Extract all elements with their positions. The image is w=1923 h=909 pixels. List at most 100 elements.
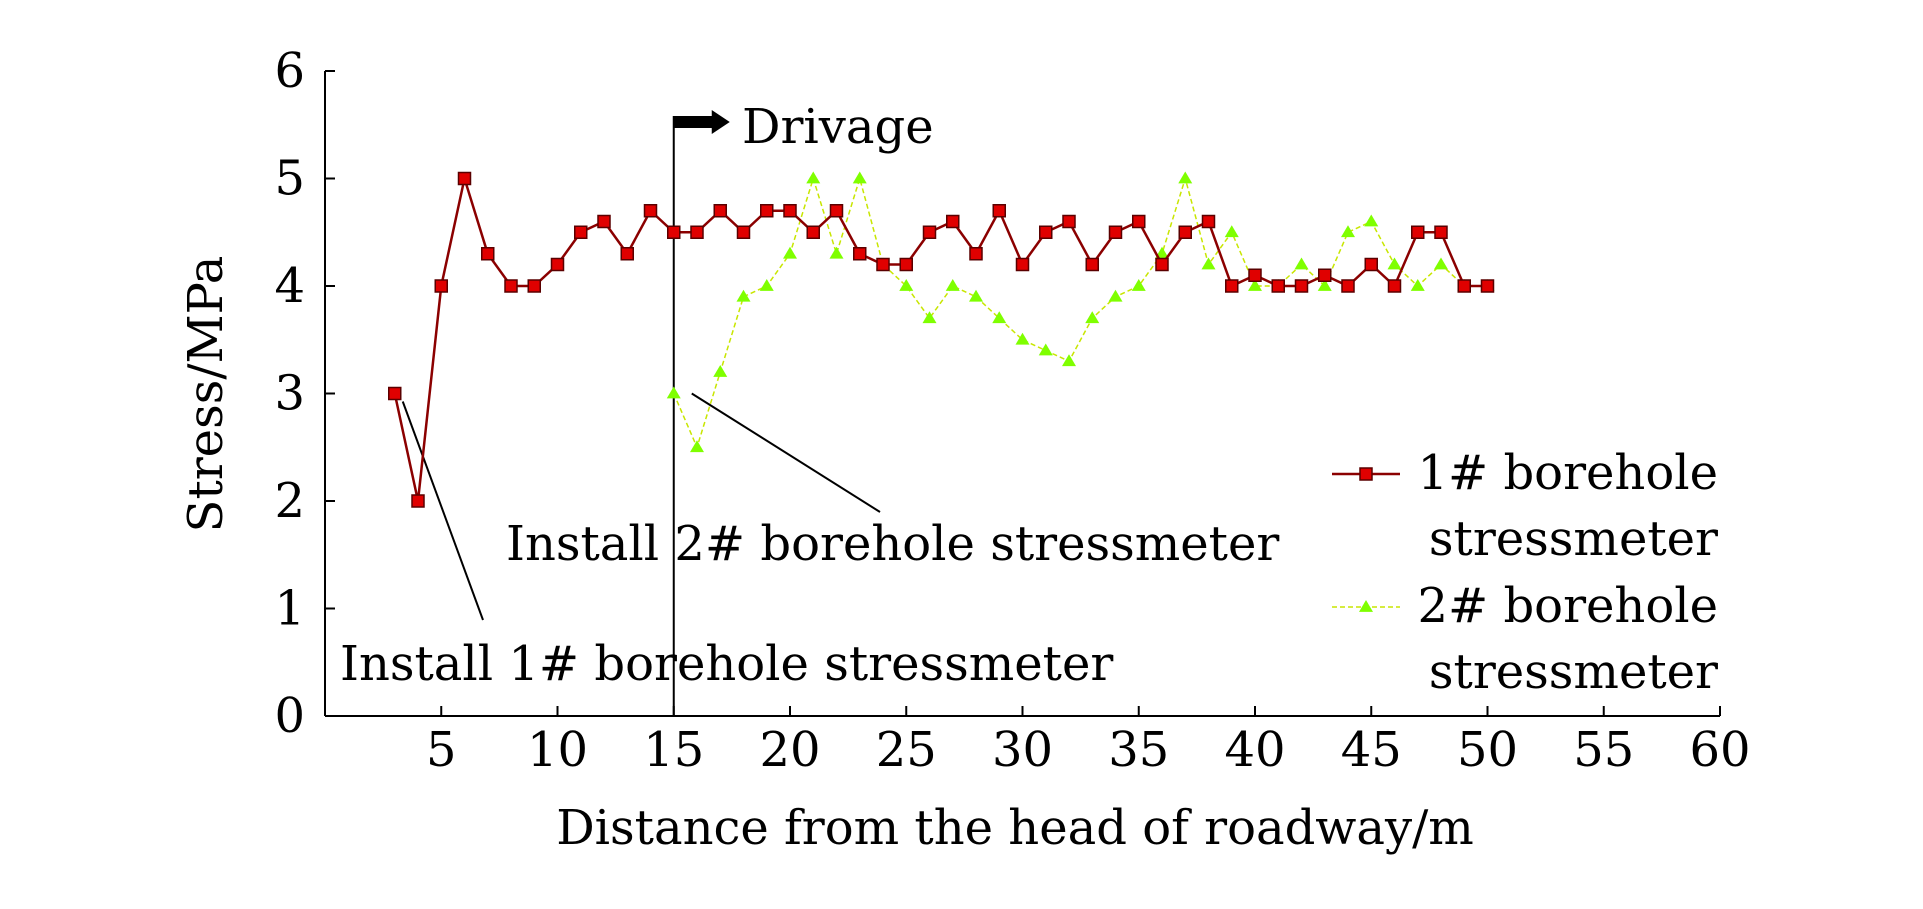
series-2-point (1108, 289, 1123, 302)
y-tick-label: 6 (274, 43, 305, 99)
series-1-point (1457, 279, 1471, 293)
y-tick-label: 2 (274, 473, 305, 529)
x-tick-label: 20 (759, 722, 820, 778)
x-tick-label: 45 (1341, 722, 1402, 778)
y-tick-label: 1 (274, 581, 305, 637)
x-axis-title: Distance from the head of roadway/m (556, 800, 1474, 856)
series-2-point (1178, 171, 1193, 184)
x-tick-label: 15 (643, 722, 704, 778)
series-2-point (806, 171, 821, 184)
series-1-point (1132, 214, 1146, 229)
series-1-point (1085, 257, 1099, 272)
series-1-point (620, 247, 634, 261)
x-tick-label: 30 (992, 722, 1053, 778)
series-2-point (992, 311, 1007, 324)
legend-series-2-marker (1359, 600, 1373, 612)
install-2-label: Install 2# borehole stressmeter (506, 516, 1279, 572)
series-1-point (1201, 214, 1216, 229)
series-1-point (1271, 279, 1285, 293)
series-2-point (1317, 279, 1332, 291)
series-1-point (388, 386, 402, 401)
series-2-point (899, 279, 914, 291)
y-tick-label: 3 (274, 366, 305, 422)
series-1-point (1294, 279, 1309, 293)
legend-series-2-swatch (1332, 600, 1400, 612)
y-axis-title: Stress/MPa (178, 256, 234, 533)
series-2-point (852, 171, 867, 184)
series-1-point (643, 204, 658, 218)
series-1-point (1015, 257, 1030, 272)
series-1-point (1318, 268, 1332, 282)
x-tick-label: 40 (1224, 722, 1285, 778)
series-2-point (1410, 279, 1425, 291)
series-2-line (673, 175, 1488, 450)
series-1-point (1108, 225, 1123, 239)
series-1-point (1364, 257, 1378, 272)
series-2-point (1364, 214, 1379, 227)
series-1-point (829, 204, 844, 218)
annotations: Drivage Install 1# borehole stressmeter … (340, 99, 1279, 716)
series-2-point (713, 365, 728, 377)
x-tick-label: 55 (1573, 722, 1634, 778)
series-2-point (1015, 332, 1030, 345)
series-1-point (1225, 279, 1239, 293)
y-tick-label: 4 (274, 258, 305, 314)
series-1 (388, 171, 1495, 508)
series-1-point (690, 225, 704, 239)
series-1-point (1387, 279, 1402, 293)
series-1-point (853, 247, 867, 261)
install-1-leader (401, 401, 484, 621)
legend-series-1-swatch (1332, 467, 1400, 481)
series-2-point (1387, 257, 1402, 270)
series-1-point (1341, 279, 1355, 293)
series-1-point (736, 225, 751, 239)
series-2-point (922, 311, 937, 324)
legend-series-2-label-line1: 2# borehole (1417, 578, 1718, 634)
series-1-point (1248, 268, 1262, 282)
series-2-point (690, 440, 704, 453)
plot-area (388, 171, 1495, 508)
x-tick-label: 5 (426, 722, 457, 778)
series-1-point (434, 279, 448, 293)
install-2-leader (691, 392, 881, 513)
series-1-point (922, 225, 937, 239)
series-1-point (713, 204, 727, 218)
series-2-point (969, 289, 983, 302)
x-tick-label: 10 (527, 722, 588, 778)
series-1-point (1480, 279, 1495, 293)
series-1-point (899, 257, 913, 272)
series-1-point (806, 225, 820, 239)
series-2-point (1294, 257, 1309, 270)
series-2-point (1341, 225, 1355, 238)
series-1-point (1434, 225, 1448, 239)
series-2-point (1131, 279, 1146, 291)
x-tick-label: 60 (1689, 722, 1750, 778)
series-2-point (1062, 354, 1076, 367)
series-1-point (550, 257, 565, 272)
series-1-line (393, 173, 1488, 502)
drivage-arrow-icon (673, 110, 730, 134)
x-tick-label: 25 (876, 722, 937, 778)
series-1-point (504, 279, 518, 293)
series-2-point (666, 386, 681, 399)
legend-series-1-label-line2: stressmeter (1429, 511, 1718, 567)
series-1-point (1062, 214, 1076, 229)
series-1-point (1411, 225, 1425, 239)
legend-series-1-marker (1359, 467, 1373, 481)
drivage-label: Drivage (742, 99, 934, 155)
series-1-point (969, 247, 983, 261)
series-2-point (1224, 225, 1239, 238)
series-1-point (1155, 257, 1169, 272)
series-2-point (736, 289, 751, 302)
y-tick-label: 0 (274, 688, 305, 744)
y-tick-label: 5 (274, 151, 305, 207)
legend: 1# borehole stressmeter 2# borehole stre… (1332, 445, 1718, 700)
series-1-point (946, 214, 960, 229)
series-2-point (1434, 257, 1448, 270)
series-1-point (760, 204, 774, 218)
series-1-point (876, 257, 890, 272)
legend-series-2-label-line2: stressmeter (1429, 644, 1718, 700)
series-2-point (1248, 279, 1262, 291)
